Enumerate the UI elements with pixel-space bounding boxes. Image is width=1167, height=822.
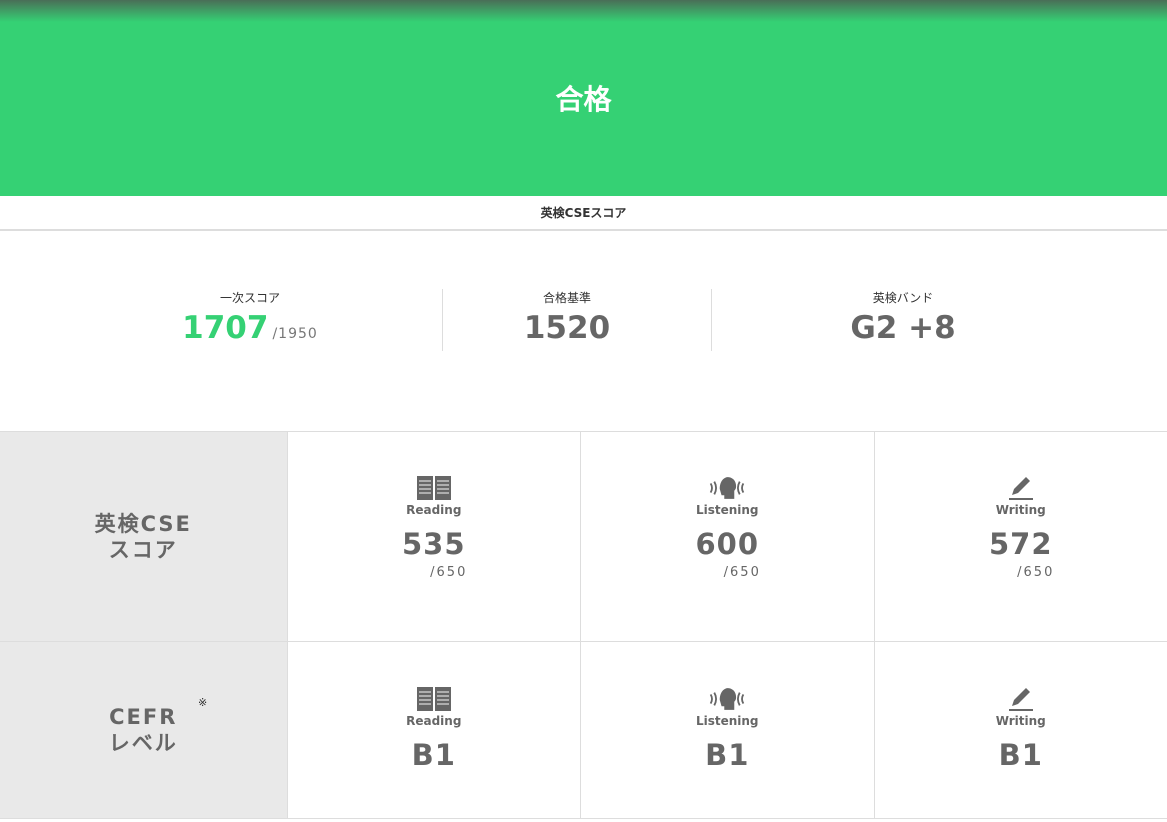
skill-score: 535	[401, 527, 466, 561]
header-line: レベル	[108, 731, 178, 755]
skills-table: 英検CSE スコア Reading 535/650 Listening 600/650…	[0, 431, 1167, 819]
listening-head-icon	[707, 685, 747, 713]
result-banner: 合格	[0, 0, 1167, 196]
cefr-row-header: ※ CEFR レベル	[0, 642, 287, 818]
header-line: CEFR	[109, 705, 178, 729]
pencil-icon	[1001, 685, 1041, 713]
header-line: スコア	[108, 537, 178, 562]
section-title: 英検CSEスコア	[0, 196, 1167, 231]
first-score-value: 1707	[182, 310, 269, 346]
cse-row-header: 英検CSE スコア	[0, 432, 287, 641]
skill-label: Listening	[695, 714, 759, 728]
divider	[711, 289, 712, 351]
cse-reading: Reading 535/650	[286, 432, 581, 641]
first-score-label: 一次スコア	[219, 291, 280, 305]
first-score-max: /1950	[272, 326, 318, 342]
cse-listening: Listening 600/650	[580, 432, 874, 641]
cse-writing: Writing 572/650	[873, 432, 1167, 641]
footnote-mark: ※	[198, 696, 210, 709]
pass-line: 合格基準 1520	[477, 289, 657, 351]
divider	[442, 289, 443, 351]
skill-score: 600	[695, 527, 760, 561]
cefr-level-row: ※ CEFR レベル Reading B1 Listening B1 Writing B1	[0, 642, 1167, 819]
cse-score-row: 英検CSE スコア Reading 535/650 Listening 600/650…	[0, 432, 1167, 642]
score-summary: 一次スコア 1707/1950 合格基準 1520 英検バンド G2 +8	[0, 231, 1167, 431]
book-icon	[414, 474, 454, 502]
cefr-reading: Reading B1	[286, 642, 581, 818]
cefr-writing: Writing B1	[873, 642, 1167, 818]
skill-label: Reading	[406, 503, 462, 517]
band-label: 英検バンド	[872, 291, 934, 305]
listening-head-icon	[707, 474, 747, 502]
skill-max: /650	[430, 565, 468, 580]
first-score: 一次スコア 1707/1950	[160, 289, 340, 351]
cefr-level: B1	[705, 738, 750, 772]
band-value: G2 +8	[850, 310, 956, 346]
header-line: 英検CSE	[94, 511, 192, 536]
skill-score: 572	[988, 527, 1053, 561]
skill-label: Writing	[995, 503, 1046, 517]
eiken-band: 英検バンド G2 +8	[813, 289, 993, 351]
pass-line-value: 1520	[523, 310, 611, 346]
skill-label: Listening	[695, 503, 759, 517]
pass-line-label: 合格基準	[542, 291, 591, 305]
skill-max: /650	[1017, 565, 1055, 580]
cefr-level: B1	[998, 738, 1043, 772]
cefr-listening: Listening B1	[580, 642, 874, 818]
pencil-icon	[1001, 474, 1041, 502]
skill-label: Writing	[995, 714, 1046, 728]
skill-max: /650	[723, 565, 761, 580]
result-title: 合格	[555, 83, 612, 116]
skill-label: Reading	[406, 714, 462, 728]
book-icon	[414, 685, 454, 713]
cefr-level: B1	[411, 738, 456, 772]
